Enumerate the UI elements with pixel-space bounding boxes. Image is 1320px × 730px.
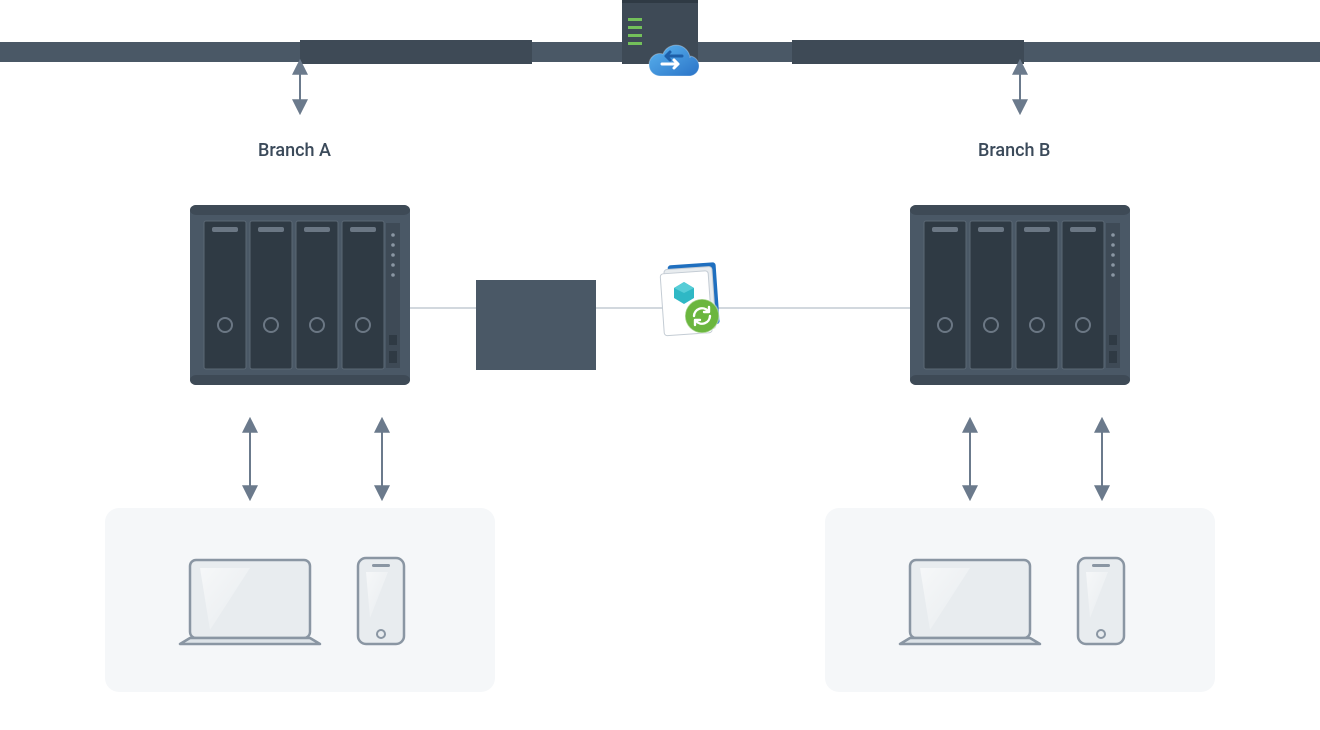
file-sync-icon xyxy=(660,262,721,336)
nas-branch-a xyxy=(190,205,410,385)
nas-branch-b xyxy=(910,205,1130,385)
branch-a-label: Branch A xyxy=(258,140,331,161)
top-bar-left xyxy=(300,40,532,64)
branch-b-label: Branch B xyxy=(978,140,1050,161)
top-bar-right xyxy=(792,40,1024,64)
laptop-branch-b xyxy=(900,560,1040,644)
diagram-svg xyxy=(0,0,1320,726)
mid-block xyxy=(476,280,596,370)
laptop-branch-a xyxy=(180,560,320,644)
diagram-stage: Branch A Branch B xyxy=(0,0,1320,726)
phone-branch-b xyxy=(1078,558,1124,644)
phone-branch-a xyxy=(358,558,404,644)
